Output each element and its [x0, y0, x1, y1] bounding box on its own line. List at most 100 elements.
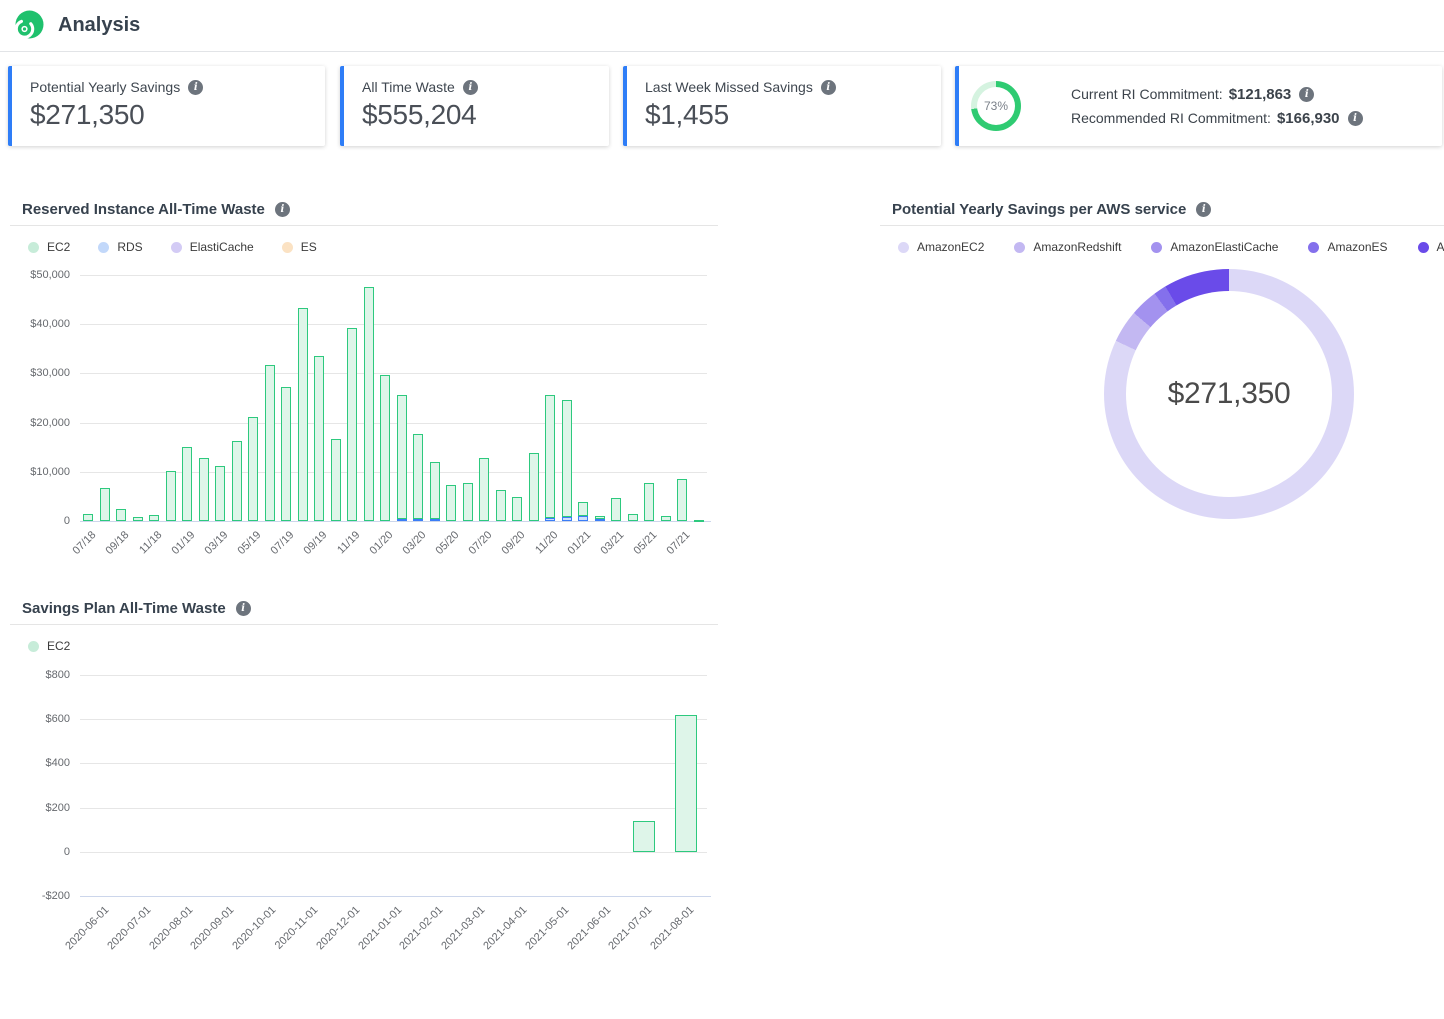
kpi-card-ri-commitment: 73% Current RI Commitment: $121,863 Reco… — [955, 66, 1442, 146]
bar-RDS-03/20[interactable] — [413, 519, 424, 522]
bar-RDS-02/20[interactable] — [396, 519, 407, 522]
info-icon[interactable] — [1299, 86, 1315, 102]
bar-EC2-02/21[interactable] — [594, 515, 605, 520]
kpi-label: Last Week Missed Savings — [645, 79, 923, 95]
bar-EC2-07/19[interactable] — [281, 387, 292, 521]
legend-item-RDS[interactable]: RDS — [98, 240, 143, 254]
bar-EC2-01/19[interactable] — [182, 447, 193, 521]
chart-title: Savings Plan All-Time Waste — [22, 600, 251, 617]
bar-EC2-11/19[interactable] — [347, 328, 358, 521]
bar-EC2-07/20[interactable] — [479, 457, 490, 521]
gridline — [80, 807, 707, 809]
legend-dot — [98, 241, 110, 253]
bar-EC2-09/20[interactable] — [512, 497, 523, 521]
page-title: Analysis — [58, 14, 141, 36]
sp-chart-plot: $800 $600 $400 $200 0 -$200 2020-06-01 2020-07-… — [10, 669, 718, 971]
bar-EC2-07/21[interactable] — [677, 478, 688, 521]
info-icon[interactable] — [235, 601, 251, 616]
ri-coverage-gauge-label: 73% — [977, 87, 1015, 125]
bar-EC2-2021-07-01[interactable] — [633, 820, 656, 852]
recommended-ri-commitment-label: Recommended RI Commitment: — [1071, 110, 1271, 126]
bar-EC2-05/19[interactable] — [248, 416, 259, 521]
bar-EC2-04/21[interactable] — [627, 514, 638, 521]
legend-item-AmazonRedshift[interactable]: AmazonRedshift — [1014, 240, 1121, 254]
bar-EC2-05/21[interactable] — [644, 482, 655, 521]
y-axis-label: $200 — [45, 801, 70, 814]
bar-RDS-11/20[interactable] — [545, 517, 556, 521]
bar-EC2-08/18[interactable] — [99, 487, 110, 521]
info-icon[interactable] — [462, 79, 478, 95]
y-axis-label: $50,000 — [30, 269, 70, 281]
current-ri-commitment-label: Current RI Commitment: — [1071, 86, 1223, 102]
bar-EC2-05/20[interactable] — [446, 485, 457, 521]
bar-EC2-06/21[interactable] — [660, 515, 671, 521]
legend-label: AmazonElastiCache — [1170, 240, 1279, 254]
sp-legend: EC2 — [10, 639, 718, 653]
bar-EC2-10/19[interactable] — [330, 438, 341, 521]
legend-item-AmazonEC2[interactable]: AmazonEC2 — [898, 240, 984, 254]
gridline — [80, 373, 707, 375]
kpi-card-last-week-missed-savings: Last Week Missed Savings $1,455 — [623, 66, 941, 146]
kpi-value: $271,350 — [30, 99, 145, 130]
bar-EC2-12/19[interactable] — [363, 287, 374, 521]
bar-EC2-04/19[interactable] — [231, 440, 242, 521]
bar-EC2-03/19[interactable] — [215, 465, 226, 521]
info-icon[interactable] — [188, 79, 204, 95]
bar-EC2-09/18[interactable] — [116, 509, 127, 521]
legend-label: AmazonRDS — [1436, 240, 1444, 254]
legend-item-AmazonES[interactable]: AmazonES — [1308, 240, 1388, 254]
legend-dot — [170, 241, 182, 253]
info-icon[interactable] — [1347, 110, 1363, 126]
bar-EC2-2021-08-01[interactable] — [675, 714, 698, 852]
y-axis-label: $600 — [45, 713, 70, 726]
bar-EC2-08/21[interactable] — [693, 519, 704, 522]
bar-EC2-02/19[interactable] — [198, 458, 209, 521]
bar-EC2-07/18[interactable] — [83, 513, 94, 521]
info-icon[interactable] — [820, 79, 836, 95]
bar-EC2-03/21[interactable] — [611, 497, 622, 521]
kpi-label-text: Potential Yearly Savings — [30, 79, 181, 95]
bar-EC2-08/19[interactable] — [297, 307, 308, 521]
legend-item-EC2[interactable]: EC2 — [28, 240, 70, 254]
legend-label: EC2 — [47, 240, 71, 254]
chart-title-text: Potential Yearly Savings per AWS service — [892, 201, 1187, 218]
bar-EC2-10/18[interactable] — [132, 516, 143, 521]
bar-RDS-01/21[interactable] — [578, 515, 589, 521]
bar-EC2-01/20[interactable] — [380, 374, 391, 521]
legend-item-AmazonElastiCache[interactable]: AmazonElastiCache — [1151, 240, 1278, 254]
bar-RDS-12/20[interactable] — [561, 516, 572, 521]
bar-EC2-08/20[interactable] — [495, 490, 506, 521]
bar-EC2-11/20[interactable] — [545, 395, 556, 518]
bar-EC2-09/19[interactable] — [314, 355, 325, 521]
bar-EC2-06/19[interactable] — [264, 365, 275, 521]
info-icon[interactable] — [274, 202, 290, 217]
bar-EC2-11/18[interactable] — [149, 514, 160, 521]
chart-title: Potential Yearly Savings per AWS service — [892, 201, 1212, 218]
legend-dot — [1417, 241, 1429, 253]
legend-dot — [28, 640, 39, 652]
bar-EC2-03/20[interactable] — [413, 433, 424, 520]
bar-EC2-12/20[interactable] — [561, 400, 572, 517]
gridline — [80, 275, 707, 276]
bar-EC2-04/20[interactable] — [429, 461, 440, 520]
bar-EC2-02/20[interactable] — [396, 395, 407, 520]
bar-RDS-02/21[interactable] — [594, 519, 605, 522]
spot-logo-icon[interactable] — [12, 10, 44, 42]
app-header: Analysis — [0, 0, 1444, 52]
chart-title-text: Reserved Instance All-Time Waste — [22, 201, 265, 218]
legend-item-EC2[interactable]: EC2 — [28, 639, 70, 653]
legend-dot — [281, 241, 293, 253]
legend-item-ES[interactable]: ES — [281, 240, 317, 254]
bar-EC2-12/18[interactable] — [165, 470, 176, 521]
savings-donut[interactable]: $271,350 — [1104, 269, 1354, 519]
kpi-card-all-time-waste: All Time Waste $555,204 — [340, 66, 609, 146]
bar-EC2-06/20[interactable] — [462, 482, 473, 521]
bar-EC2-01/21[interactable] — [578, 501, 589, 516]
legend-item-ElastiCache[interactable]: ElastiCache — [170, 240, 254, 254]
info-icon[interactable] — [1196, 202, 1212, 217]
gridline — [80, 719, 707, 721]
bar-RDS-04/20[interactable] — [429, 519, 440, 522]
ri-legend: EC2 RDS ElastiCache ES — [10, 240, 718, 254]
legend-item-AmazonRDS[interactable]: AmazonRDS — [1417, 240, 1444, 254]
bar-EC2-10/20[interactable] — [528, 452, 539, 521]
